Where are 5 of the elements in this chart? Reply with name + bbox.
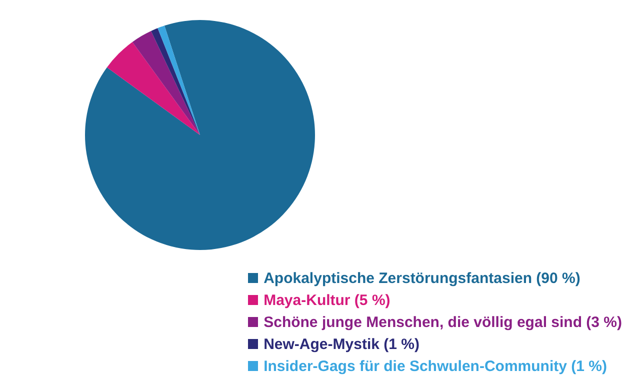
legend-label: Apokalyptische Zerstörungsfantasien (90 %) [264,270,580,287]
legend-label: Schöne junge Menschen, die völlig egal sind (3 %) [264,314,622,331]
legend-label: Insider-Gags für die Schwulen-Community (1 %) [264,358,607,375]
legend-label: New-Age-Mystik (1 %) [264,336,420,353]
legend-label: Maya-Kultur (5 %) [264,292,390,309]
